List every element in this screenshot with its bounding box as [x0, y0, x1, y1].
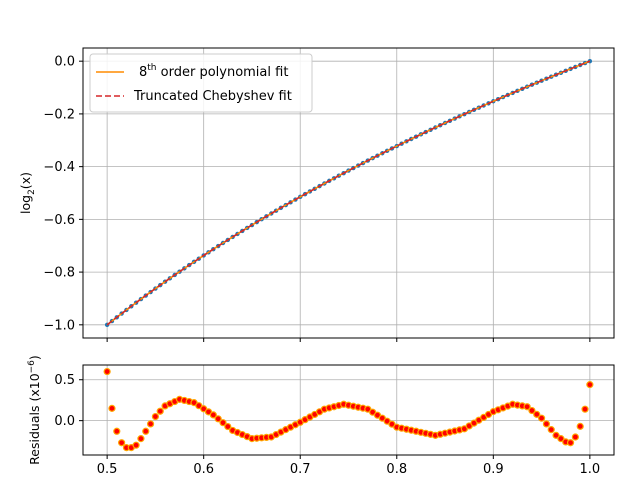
residual-point: [142, 427, 150, 435]
main-y-tick-label: −0.6: [43, 213, 75, 228]
residuals-x-tick-label: 0.8: [386, 462, 407, 477]
main-grid: [83, 48, 614, 338]
main-y-tick-label: −0.2: [43, 107, 75, 122]
residuals-x-tick-label: 0.5: [97, 462, 118, 477]
residual-point: [557, 435, 565, 443]
residuals-y-tick-label: 0.0: [54, 414, 75, 429]
residual-point: [118, 439, 126, 447]
residuals-x-tick-label: 0.7: [290, 462, 311, 477]
main-ticks: 0.0 −0.2 −0.4 −0.6 −0.8 −1.0: [43, 55, 591, 342]
residuals-y-axis-label: Residuals (x10−6): [27, 355, 42, 465]
residual-point: [108, 404, 116, 412]
residuals-x-tick-label: 1.0: [580, 462, 601, 477]
residual-point: [156, 407, 164, 415]
residual-point: [586, 381, 594, 389]
residuals-y-tick-label: 0.5: [54, 373, 75, 388]
residuals-plot-frame: [82, 364, 615, 456]
residuals-x-tick-label: 0.6: [193, 462, 214, 477]
residuals-plot: 0.5 0.6 0.7 0.8 0.9 1.0 0.5 0.0 Residuals (x10−…: [27, 355, 615, 477]
residual-point: [209, 411, 217, 419]
residual-point: [576, 422, 584, 430]
residual-point: [103, 367, 111, 376]
residual-point: [132, 441, 140, 449]
main-series: [104, 58, 593, 328]
main-plot-frame: [82, 47, 615, 339]
main-plot: 0.0 −0.2 −0.4 −0.6 −0.8 −1.0 log2(x) 8th orde…: [18, 47, 615, 342]
residuals-ticks: 0.5 0.6 0.7 0.8 0.9 1.0 0.5 0.0: [54, 373, 600, 477]
residuals-x-tick-label: 0.9: [483, 462, 504, 477]
residual-point: [523, 403, 531, 411]
legend-label-polynomial: 8th order polynomial fit: [139, 63, 288, 80]
main-y-tick-label: −0.4: [43, 160, 75, 175]
legend-label-chebyshev: Truncated Chebyshev fit: [133, 89, 292, 104]
residual-point: [224, 422, 232, 431]
residual-point: [552, 431, 560, 439]
residual-point: [151, 412, 160, 421]
main-y-tick-label: 0.0: [54, 55, 75, 70]
residual-point: [528, 406, 536, 415]
residual-point: [537, 414, 546, 422]
residual-point: [571, 433, 579, 441]
residual-point: [566, 439, 575, 447]
residual-point: [137, 435, 145, 443]
residual-point: [146, 420, 155, 428]
residual-point: [542, 420, 551, 428]
residual-point: [214, 415, 222, 423]
residual-point: [533, 410, 541, 418]
residual-point: [547, 426, 555, 434]
legend-box: [89, 53, 313, 113]
main-y-tick-label: −1.0: [43, 318, 75, 333]
main-y-tick-label: −0.8: [43, 266, 75, 281]
residuals-series: [103, 367, 594, 452]
residual-point: [219, 419, 227, 427]
residual-point: [113, 427, 121, 435]
legend: 8th order polynomial fit Truncated Cheby…: [89, 53, 313, 113]
residual-point: [581, 405, 589, 413]
main-y-axis-label: log2(x): [18, 172, 37, 214]
chebyshev-fit-line: [106, 60, 591, 326]
